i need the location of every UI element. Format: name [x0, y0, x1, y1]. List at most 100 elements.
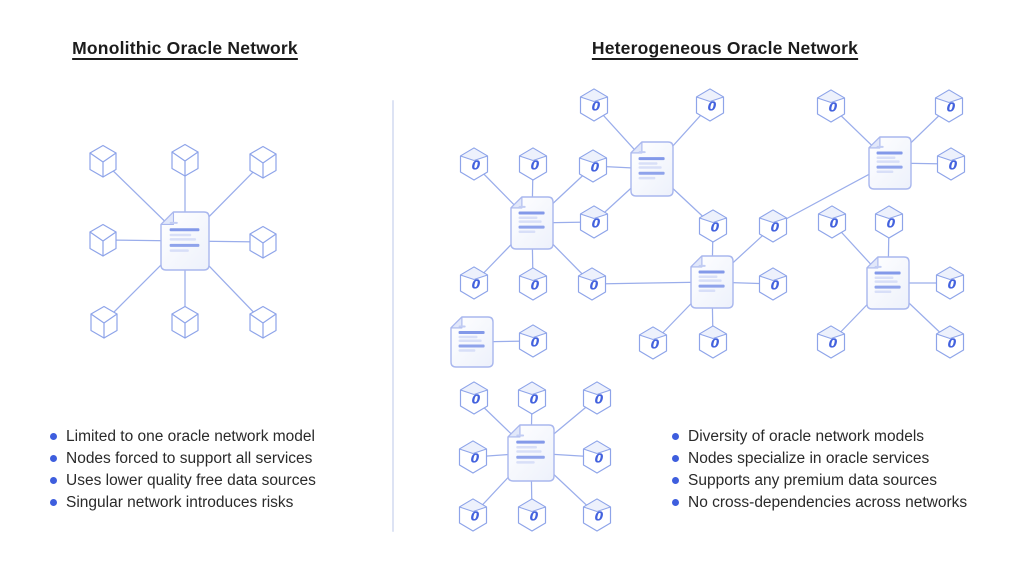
oracle-node-hex-icon: 0 [638, 326, 668, 360]
document-node [507, 424, 555, 482]
oracle-zero-glyph: 0 [529, 335, 541, 350]
blockchain-node-cube-icon [89, 144, 117, 178]
document-text-line [876, 165, 903, 169]
document-node [630, 141, 674, 197]
oracle-node-hex-icon: 0 [517, 498, 547, 532]
bullet-dot-icon [50, 477, 57, 484]
oracle-node-hex-icon: 0 [458, 440, 488, 474]
oracle-node-hex-icon: 0 [577, 267, 607, 301]
bullet-item: Singular network introduces risks [50, 492, 316, 514]
bullet-dot-icon [672, 499, 679, 506]
bullet-text: Uses lower quality free data sources [66, 472, 316, 489]
oracle-node-hex-icon: 0 [578, 149, 608, 183]
svg-text:0: 0 [827, 100, 839, 115]
folded-corner [868, 136, 881, 149]
document-node [510, 196, 554, 250]
oracle-node-hex-icon: 0 [816, 89, 846, 123]
bullet-dot-icon [672, 477, 679, 484]
oracle-node-hex-icon: 0 [579, 88, 609, 122]
document-text-line [874, 271, 901, 275]
svg-text:0: 0 [590, 99, 602, 114]
bullet-dot-icon [672, 433, 679, 440]
document-text-line [169, 228, 200, 232]
svg-text:0: 0 [529, 278, 541, 293]
document-text-line [638, 171, 665, 175]
svg-text:0: 0 [593, 451, 605, 466]
document-text-line [516, 440, 545, 444]
document-text-line [518, 230, 536, 234]
oracle-node-hex-icon: 0 [459, 147, 489, 181]
bullet-text: Nodes specialize in oracle services [688, 450, 930, 467]
svg-text:0: 0 [769, 220, 781, 235]
bullet-dot-icon [672, 455, 679, 462]
document-text-line [876, 170, 894, 174]
svg-text:0: 0 [947, 158, 959, 173]
document-text-line [638, 151, 646, 154]
svg-text:0: 0 [589, 160, 601, 175]
oracle-node-hex-icon: 0 [936, 147, 966, 181]
oracle-zero-glyph: 0 [469, 509, 481, 524]
folded-corner [450, 316, 463, 329]
bullet-text: Diversity of oracle network models [688, 428, 925, 445]
oracle-zero-glyph: 0 [588, 278, 600, 293]
document-text-line [169, 249, 189, 252]
blockchain-node-cube-icon [90, 305, 118, 339]
folded-corner [160, 211, 175, 226]
oracle-zero-glyph: 0 [593, 451, 605, 466]
bullet-text: Supports any premium data sources [688, 472, 937, 489]
oracle-node-hex-icon: 0 [758, 209, 788, 243]
oracle-zero-glyph: 0 [706, 99, 718, 114]
svg-text:0: 0 [706, 99, 718, 114]
document-text-line [518, 216, 538, 219]
svg-text:0: 0 [946, 277, 958, 292]
folded-corner [866, 256, 879, 269]
document-text-line [518, 225, 545, 229]
document-text-line [874, 285, 901, 289]
document-node [690, 255, 734, 309]
blockchain-node-cube-icon [171, 305, 199, 339]
document-text-line [516, 455, 545, 459]
svg-text:0: 0 [709, 336, 721, 351]
oracle-node-hex-icon: 0 [817, 205, 847, 239]
svg-text:0: 0 [946, 336, 958, 351]
oracle-zero-glyph: 0 [593, 392, 605, 407]
svg-text:0: 0 [588, 278, 600, 293]
document-text-line [874, 290, 892, 294]
bullet-item: Uses lower quality free data sources [50, 470, 316, 492]
svg-text:0: 0 [709, 220, 721, 235]
folded-corner [630, 141, 643, 154]
document-text-line [458, 349, 476, 352]
oracle-node-hex-icon: 0 [695, 88, 725, 122]
oracle-node-hex-icon: 0 [459, 266, 489, 300]
svg-text:0: 0 [885, 216, 897, 231]
svg-text:0: 0 [470, 392, 482, 407]
blockchain-node-cube-icon [89, 223, 117, 257]
bullet-item: Supports any premium data sources [672, 470, 967, 492]
document-node [160, 211, 210, 271]
svg-text:0: 0 [528, 509, 540, 524]
document-text-line [874, 276, 894, 279]
oracle-zero-glyph: 0 [593, 509, 605, 524]
svg-text:0: 0 [469, 451, 481, 466]
oracle-node-hex-icon: 0 [518, 324, 548, 358]
svg-text:0: 0 [649, 337, 661, 352]
document-text-line [698, 289, 716, 293]
document-text-line [169, 233, 192, 237]
document-text-line [169, 221, 178, 224]
document-node [450, 316, 494, 368]
oracle-zero-glyph: 0 [709, 336, 721, 351]
oracle-node-hex-icon: 0 [934, 89, 964, 123]
document-text-line [698, 275, 718, 278]
bullet-text: Limited to one oracle network model [66, 428, 315, 445]
left-panel-title: Monolithic Oracle Network [72, 38, 298, 58]
oracle-zero-glyph: 0 [946, 336, 958, 351]
folded-corner [690, 255, 703, 268]
oracle-zero-glyph: 0 [769, 278, 781, 293]
document-text-line [516, 434, 525, 437]
document-node [868, 136, 912, 190]
oracle-zero-glyph: 0 [947, 158, 959, 173]
oracle-zero-glyph: 0 [709, 220, 721, 235]
document-text-line [698, 270, 725, 274]
document-text-line [458, 331, 485, 334]
